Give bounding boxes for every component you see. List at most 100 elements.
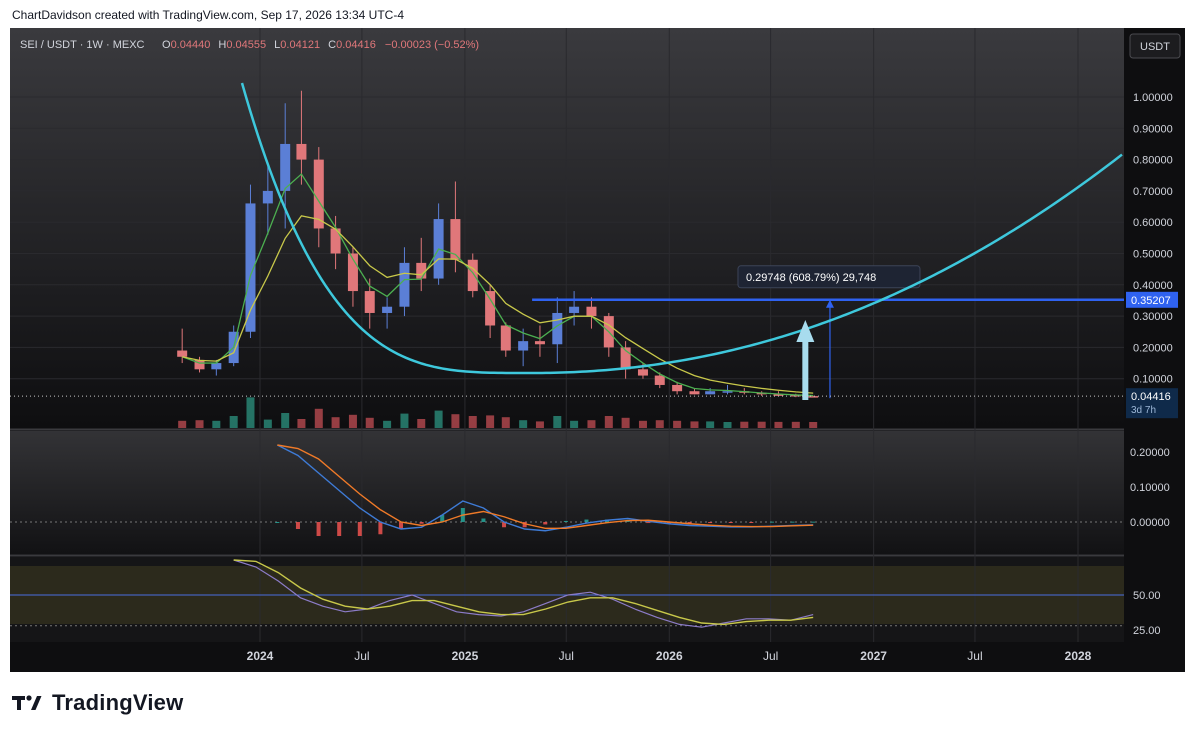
macd-histogram-bar <box>419 522 424 524</box>
volume-bar <box>809 421 818 428</box>
candle-body <box>689 391 700 395</box>
candle-body <box>194 359 205 370</box>
macd-tick-label: 0.20000 <box>1130 447 1170 459</box>
candle-body <box>382 306 393 313</box>
volume-bar <box>791 421 800 428</box>
time-tick-label: 2026 <box>656 649 683 663</box>
candle-body <box>211 363 222 370</box>
macd-histogram-bar <box>357 522 362 536</box>
volume-bar <box>638 420 647 428</box>
macd-histogram-bar <box>316 522 321 536</box>
volume-bar <box>331 417 340 428</box>
price-tick-label: 0.30000 <box>1133 311 1173 323</box>
candle-body <box>620 347 631 370</box>
volume-bar <box>570 420 579 428</box>
time-axis[interactable]: 2024 Jul 2025 Jul 2026 Jul 2027 Jul 2028 <box>247 649 1092 663</box>
candle-body <box>262 190 273 204</box>
currency-button[interactable] <box>1129 33 1181 59</box>
time-tick-label: 2028 <box>1065 649 1092 663</box>
candle-body <box>569 306 580 313</box>
level-price-tag <box>1126 291 1178 308</box>
volume-bar <box>535 421 544 428</box>
tradingview-logo-icon <box>12 695 42 710</box>
candle-body <box>808 396 819 398</box>
volume-bar <box>604 416 613 428</box>
volume-bar <box>468 416 477 428</box>
macd-histogram-bar <box>399 522 404 529</box>
measure-label: 0.29748 (608.79%) 29,748 <box>746 272 876 284</box>
volume-bar <box>519 420 528 428</box>
macd-histogram-bar <box>646 522 651 524</box>
candle-body <box>790 394 801 397</box>
chart-frame: 1.00000 0.90000 0.80000 0.70000 0.60000 0.500… <box>10 28 1185 672</box>
price-tick-label: 1.00000 <box>1133 92 1173 104</box>
candle-body <box>586 306 597 317</box>
ema-slow-line <box>182 215 814 394</box>
volume-bar <box>673 420 682 428</box>
time-tick-label: Jul <box>559 649 574 663</box>
macd-pane[interactable] <box>10 431 1124 554</box>
overlays: 0.29748 (608.79%) 29,748 <box>10 82 1124 400</box>
volume-bar <box>229 416 238 428</box>
volume-bar <box>706 421 715 428</box>
time-tick-label: 2027 <box>860 649 887 663</box>
macd-histogram-bar <box>440 515 445 522</box>
candle-body <box>654 375 665 385</box>
volume-bar <box>246 397 255 428</box>
macd-histogram-bar <box>295 522 300 529</box>
grid-lines <box>10 28 1124 642</box>
volume-bar <box>501 417 510 428</box>
legend-ohlc: O0.04440 H0.04555 L0.04121 C0.04416 −0.0… <box>162 39 479 51</box>
legend-symbol: SEI / USDT · 1W · MEXC <box>20 39 145 51</box>
candle-body <box>705 391 716 395</box>
macd-histogram-bar <box>584 519 589 522</box>
macd-histogram-bar <box>687 522 692 524</box>
price-pane[interactable] <box>10 28 1124 428</box>
candle-body <box>416 262 427 279</box>
candle-body <box>467 259 478 292</box>
volume-bar <box>383 420 392 428</box>
price-tick-label: 0.60000 <box>1133 217 1173 229</box>
candle-body <box>500 325 511 351</box>
volume-bar <box>553 416 562 428</box>
volume-bar <box>195 420 204 428</box>
volume-bar <box>434 410 443 428</box>
macd-indicator <box>275 444 816 536</box>
ema-fast-line <box>181 173 814 397</box>
price-tick-label: 0.10000 <box>1133 374 1173 386</box>
time-tick-label: 2024 <box>247 649 274 663</box>
candle-body <box>637 369 648 376</box>
volume-bar <box>281 413 290 428</box>
candle-body <box>280 143 291 191</box>
volume-bar <box>740 421 749 428</box>
macd-histogram-bar <box>666 522 671 524</box>
price-axis[interactable]: 1.00000 0.90000 0.80000 0.70000 0.60000 0.500… <box>1126 92 1178 419</box>
volume-bar <box>621 417 630 428</box>
macd-histogram-bar <box>378 522 383 535</box>
macd-tick-label: 0.10000 <box>1130 482 1170 494</box>
macd-histogram-bar <box>481 518 486 522</box>
candle-body <box>534 341 545 345</box>
currency-button-label: USDT <box>1140 41 1170 53</box>
macd-histogram-bar <box>337 522 342 536</box>
measure-box <box>737 265 921 289</box>
candle-body <box>296 143 307 160</box>
cup-arc <box>240 82 1123 375</box>
macd-histogram-bar <box>749 522 754 523</box>
price-tick-label: 0.90000 <box>1133 123 1173 135</box>
time-tick-label: 2025 <box>452 649 479 663</box>
volume-bar <box>417 419 426 428</box>
measure-arrowhead <box>825 299 834 308</box>
candle-body <box>672 384 683 392</box>
signal-line <box>277 444 814 529</box>
volume-bars <box>178 397 818 428</box>
footer: TradingView <box>12 690 183 716</box>
chart-canvas[interactable]: 1.00000 0.90000 0.80000 0.70000 0.60000 0.500… <box>10 28 1185 672</box>
current-price-label: 0.04416 <box>1131 391 1171 403</box>
price-tick-label: 0.80000 <box>1133 155 1173 167</box>
volume-bar <box>365 417 374 428</box>
rsi-tick-label: 25.00 <box>1133 625 1161 637</box>
rsi-indicator <box>233 559 814 628</box>
macd-histogram-bar <box>563 520 568 522</box>
macd-histogram-bar <box>769 521 774 523</box>
